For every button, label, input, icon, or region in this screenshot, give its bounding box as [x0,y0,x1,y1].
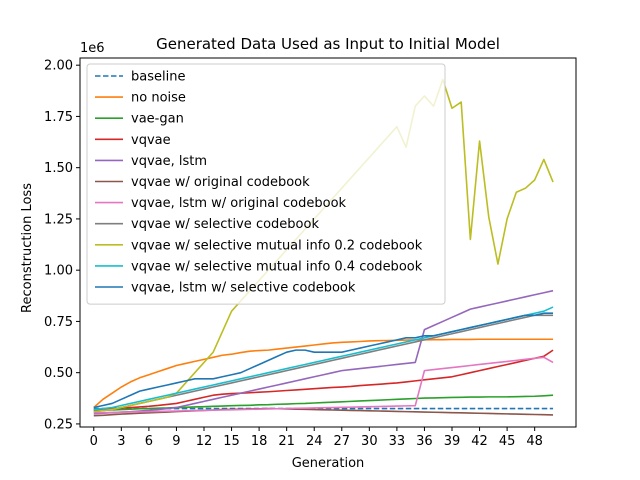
x-tick-label: 39 [444,434,461,449]
x-tick-label: 45 [499,434,516,449]
legend-label-2: vae-gan [131,112,184,127]
legend-label-5: vqvae w/ original codebook [131,175,310,190]
x-tick-label: 12 [196,434,213,449]
legend-label-7: vqvae w/ selective codebook [131,217,319,232]
legend: baseline no noise vae-gan vqvae vqvae, lstm v… [86,63,446,305]
y-tick-label: 0.75 [44,315,73,330]
series-line-10 [93,312,554,409]
series-line-1 [93,338,554,409]
axes: 0 3 6 9 12 15 18 21 24 27 30 33 36 39 42 45 480.250.500.… [44,57,577,449]
series-line-4 [93,289,554,415]
x-tick-label: 9 [172,434,180,449]
y-tick-label: 0.25 [44,417,73,432]
y-tick-label: 1.25 [44,212,73,227]
legend-label-4: vqvae, lstm [131,154,207,169]
x-tick-label: 0 [90,434,98,449]
series-group [93,78,554,417]
y-tick-label: 2.00 [44,59,73,74]
legend-label-8: vqvae w/ selective mutual info 0.2 codeb… [131,238,423,253]
legend-label-10: vqvae, lstm w/ selective codebook [131,281,356,296]
x-axis-label: Generation [292,456,365,471]
legend-label-0: baseline [131,70,185,85]
y-tick-label: 0.50 [44,366,73,381]
x-tick-label: 27 [334,434,351,449]
x-tick-label: 48 [526,434,543,449]
y-tick-label: 1.50 [44,161,73,176]
legend-label-9: vqvae w/ selective mutual info 0.4 codeb… [131,259,423,274]
x-tick-label: 18 [251,434,268,449]
y-axis-offset-label: 1e6 [80,41,105,56]
axes-frame [79,57,577,428]
legend-box [86,63,446,305]
x-tick-label: 21 [278,434,295,449]
x-tick-label: 3 [117,434,125,449]
y-axis-label: Reconstruction Loss [20,183,35,313]
x-tick-label: 36 [416,434,433,449]
y-tick-label: 1.75 [44,110,73,125]
x-tick-label: 33 [389,434,406,449]
x-tick-label: 6 [145,434,153,449]
series-line-6 [93,356,554,414]
chart-title: Generated Data Used as Input to Initial … [156,35,500,53]
x-tick-label: 30 [361,434,378,449]
series-line-3 [93,349,554,411]
legend-label-3: vqvae [131,133,171,148]
x-tick-label: 15 [223,434,240,449]
x-tick-label: 42 [471,434,488,449]
legend-label-6: vqvae, lstm w/ original codebook [131,196,347,211]
x-tick-label: 24 [306,434,323,449]
legend-label-1: no noise [131,91,186,106]
y-tick-label: 1.00 [44,264,73,279]
